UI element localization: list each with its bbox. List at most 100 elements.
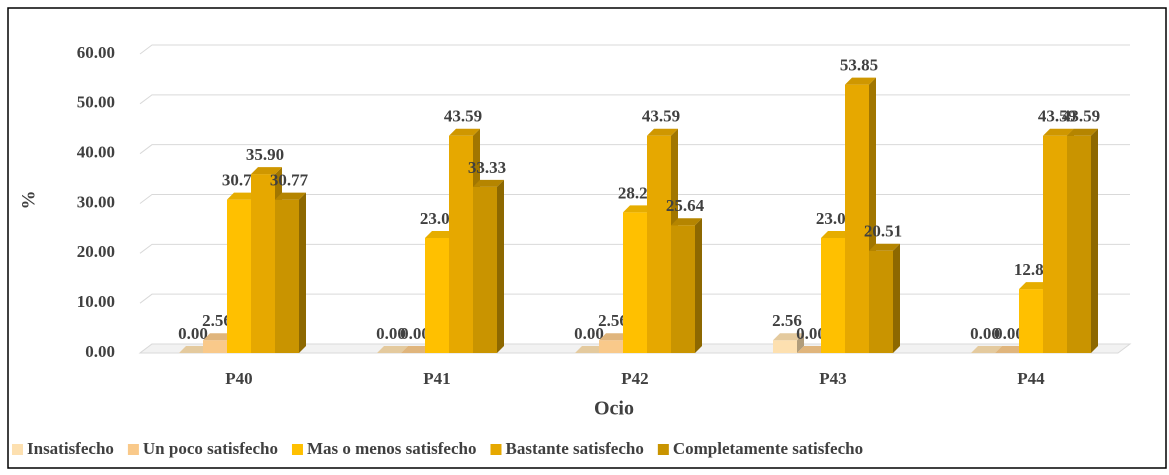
bar-front bbox=[251, 174, 275, 353]
bar-front bbox=[227, 199, 251, 353]
data-label: 43.59 bbox=[1038, 107, 1076, 126]
bar bbox=[671, 218, 702, 353]
data-label: 53.85 bbox=[840, 56, 878, 75]
data-label: 0.00 bbox=[970, 324, 1000, 343]
bar bbox=[773, 333, 804, 353]
bar-top bbox=[1019, 282, 1050, 290]
bar-top bbox=[275, 192, 306, 200]
data-label: 0.00 bbox=[574, 324, 604, 343]
bar-side bbox=[893, 243, 900, 353]
bar-front bbox=[1043, 135, 1067, 353]
data-label: 2.56 bbox=[202, 311, 232, 330]
bar-front bbox=[599, 340, 623, 353]
bar-side bbox=[695, 218, 702, 353]
bar-front bbox=[845, 84, 869, 354]
bar-front bbox=[647, 135, 671, 353]
y-tick-label: 20.00 bbox=[77, 242, 115, 261]
bar-front bbox=[623, 212, 647, 353]
data-label: 43.59 bbox=[642, 107, 680, 126]
bar-front bbox=[425, 237, 449, 353]
data-label: 23.08 bbox=[420, 209, 458, 228]
bar-side bbox=[497, 179, 504, 353]
grid-line bbox=[139, 293, 1130, 304]
bar-front bbox=[1019, 289, 1043, 353]
bar-front bbox=[773, 340, 797, 353]
legend-swatch bbox=[490, 444, 502, 455]
bar-top bbox=[797, 346, 828, 353]
bar bbox=[575, 346, 606, 353]
x-tick-label: P43 bbox=[819, 369, 846, 388]
data-label: 0.00 bbox=[796, 324, 826, 343]
grid-line bbox=[139, 243, 1130, 254]
bar-front bbox=[203, 340, 227, 353]
bar-front bbox=[275, 199, 299, 353]
y-tick-label: 10.00 bbox=[77, 292, 115, 311]
bar-side bbox=[299, 192, 306, 353]
bar-top bbox=[203, 333, 234, 341]
data-label: 0.00 bbox=[994, 324, 1024, 343]
legend-label: Mas o menos satisfecho bbox=[307, 439, 477, 458]
legend-swatch bbox=[12, 444, 23, 455]
y-tick-label: 0.00 bbox=[85, 342, 115, 361]
bar-top bbox=[671, 218, 702, 226]
bar bbox=[1067, 128, 1098, 353]
y-tick-label: 30.00 bbox=[77, 192, 115, 211]
bar bbox=[179, 346, 210, 353]
data-label: 25.64 bbox=[666, 196, 705, 215]
data-label: 28.21 bbox=[618, 183, 656, 202]
legend-swatch bbox=[127, 444, 139, 455]
data-label: 30.77 bbox=[222, 171, 261, 190]
bar-top bbox=[995, 346, 1026, 353]
bar bbox=[797, 346, 828, 353]
y-tick-label: 60.00 bbox=[77, 43, 115, 62]
data-label: 35.90 bbox=[246, 145, 284, 164]
data-label: 43.59 bbox=[1062, 107, 1100, 126]
bar-top bbox=[1043, 128, 1074, 136]
y-tick-label: 40.00 bbox=[77, 143, 115, 162]
bar-top bbox=[401, 346, 432, 353]
chart-frame bbox=[7, 7, 1167, 469]
data-label: 23.08 bbox=[816, 209, 854, 228]
bar-top bbox=[377, 346, 408, 353]
x-tick-label: P40 bbox=[225, 369, 252, 388]
bar-top bbox=[1067, 128, 1098, 136]
data-label: 0.00 bbox=[400, 324, 430, 343]
bar-front bbox=[449, 135, 473, 353]
bar-front bbox=[671, 225, 695, 353]
bar-side bbox=[1091, 128, 1098, 353]
x-axis-title: Ocio bbox=[594, 398, 634, 420]
bar-top bbox=[623, 205, 654, 213]
x-tick-label: P42 bbox=[621, 369, 648, 388]
bar-top bbox=[575, 346, 606, 353]
y-axis-title: % bbox=[18, 191, 39, 210]
grid-line bbox=[139, 44, 1130, 55]
legend-label: Insatisfecho bbox=[27, 439, 114, 458]
legend-swatch bbox=[657, 444, 669, 455]
data-label: 33.33 bbox=[468, 158, 506, 177]
bar bbox=[971, 346, 1002, 353]
bar-front bbox=[1067, 135, 1091, 353]
data-label: 20.51 bbox=[864, 222, 902, 241]
bar bbox=[377, 346, 408, 353]
bar-top bbox=[821, 230, 852, 238]
legend-label: Bastante satisfecho bbox=[505, 439, 643, 458]
grid-line bbox=[139, 194, 1130, 204]
data-label: 12.82 bbox=[1014, 260, 1052, 279]
bar bbox=[995, 346, 1026, 353]
bar-top bbox=[449, 128, 480, 136]
bar-top bbox=[971, 346, 1002, 353]
bar bbox=[275, 192, 306, 353]
bar-front bbox=[821, 237, 845, 353]
x-tick-label: P44 bbox=[1017, 369, 1045, 388]
bar-top bbox=[647, 128, 678, 136]
data-label: 43.59 bbox=[444, 107, 482, 126]
grid-line bbox=[139, 144, 1130, 155]
data-label: 2.56 bbox=[772, 311, 802, 330]
bar bbox=[473, 179, 504, 353]
bar-top bbox=[845, 77, 876, 85]
bar-front bbox=[473, 186, 497, 353]
bar-side bbox=[797, 333, 804, 353]
x-tick-label: P41 bbox=[423, 369, 450, 388]
data-label: 2.56 bbox=[598, 311, 628, 330]
